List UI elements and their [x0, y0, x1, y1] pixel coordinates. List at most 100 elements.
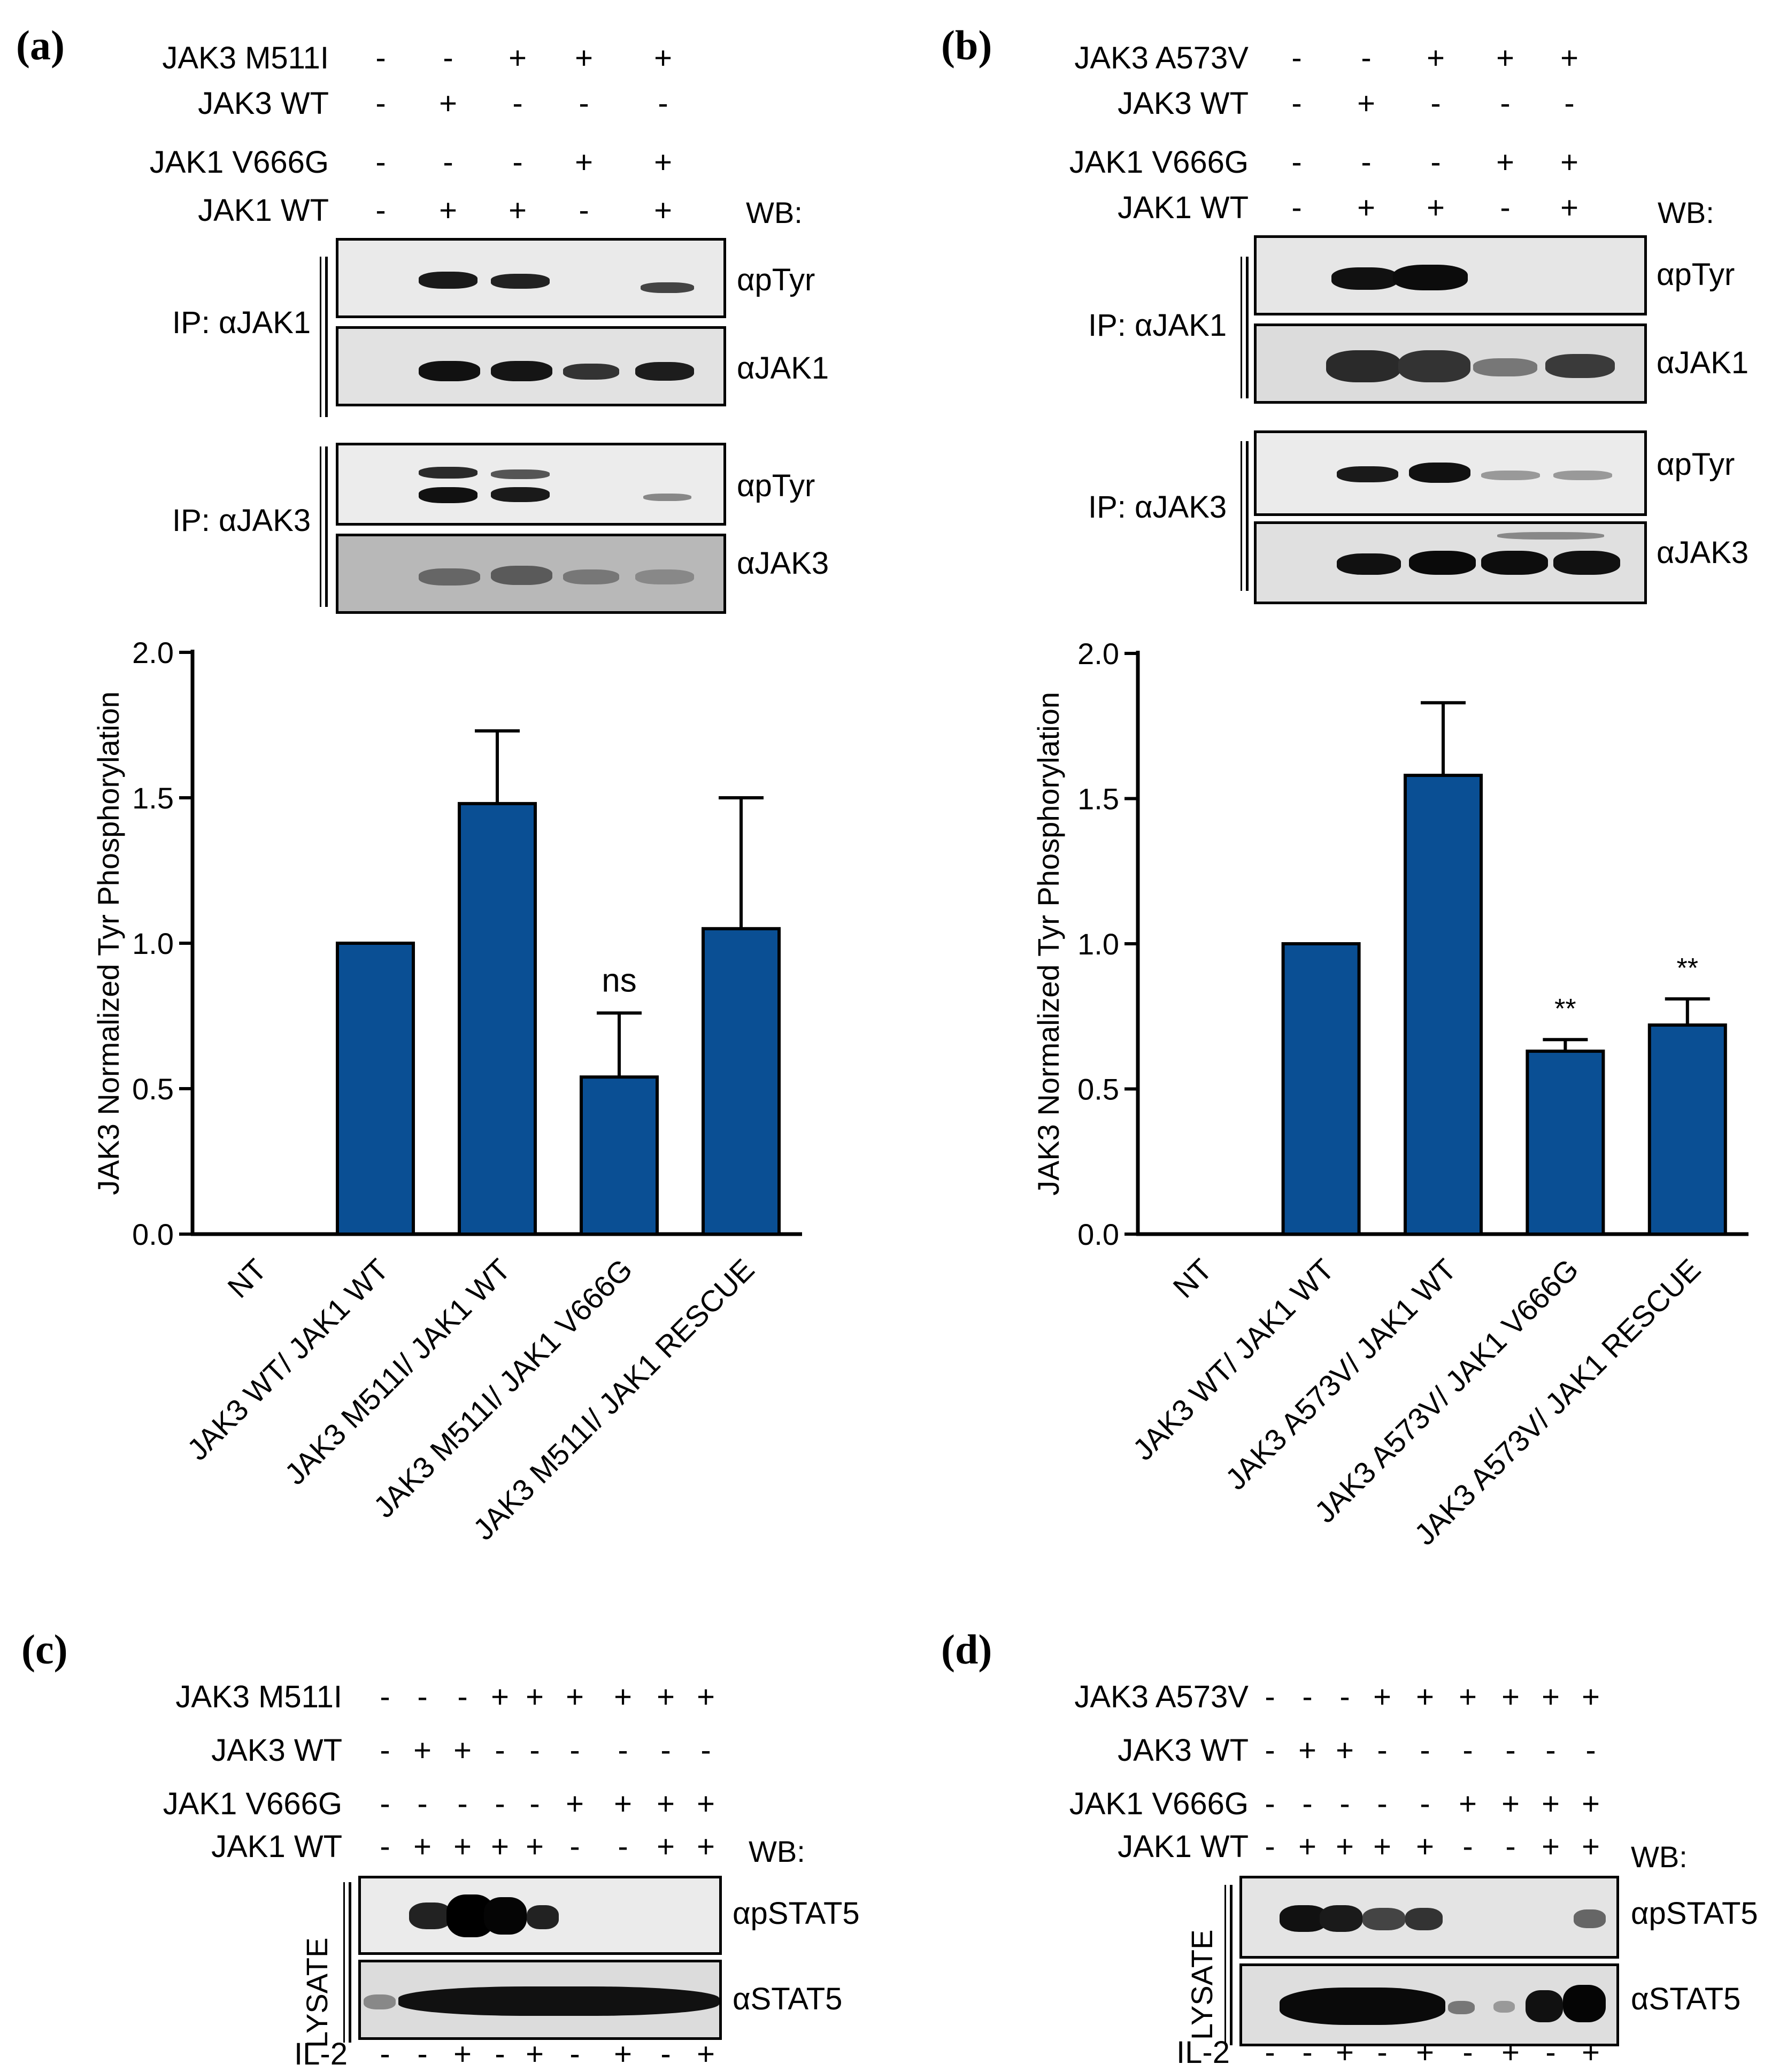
condition-sign: - — [380, 1829, 390, 1864]
condition-row-label: JAK1 V666G — [1069, 145, 1249, 180]
condition-sign: - — [569, 1733, 580, 1768]
x-tick-label: JAK3 WT/ JAK1 WT — [181, 1252, 395, 1467]
panel-label-b: (b) — [941, 22, 992, 68]
condition-sign: + — [1373, 1680, 1391, 1714]
ip-label-jak3-b: IP: αJAK3 — [1088, 490, 1227, 525]
condition-sign: + — [413, 1733, 432, 1768]
y-tick-label: 1.5 — [1077, 782, 1119, 816]
blot-a-jak3 — [336, 534, 726, 614]
blot-b-ptyr-1 — [1254, 235, 1647, 315]
il2-sign: - — [660, 2037, 671, 2071]
condition-sign: - — [1265, 1733, 1275, 1768]
condition-sign: + — [697, 1680, 715, 1714]
condition-sign: - — [1361, 41, 1372, 75]
y-tick-label: 0.5 — [1077, 1073, 1119, 1106]
il2-label-d: IL-2 — [1176, 2035, 1230, 2070]
panel-label-a: (a) — [16, 22, 65, 68]
y-tick-label: 2.0 — [1077, 637, 1119, 671]
bar — [1647, 1023, 1727, 1236]
condition-sign: - — [569, 1829, 580, 1864]
condition-row-label: JAK1 WT — [1118, 190, 1249, 225]
condition-row-label: JAK3 WT — [1118, 86, 1249, 121]
condition-sign: + — [566, 1786, 584, 1821]
condition-sign: - — [658, 86, 668, 121]
ip-bracket-jak3-a — [325, 446, 328, 607]
blot-d-pstat5 — [1239, 1876, 1619, 1959]
y-tick-label: 2.0 — [132, 636, 174, 669]
condition-sign: + — [439, 86, 457, 121]
blot-b-jak1 — [1254, 323, 1647, 404]
y-tick-label: 1.0 — [1077, 927, 1119, 961]
panel-label-d: (d) — [941, 1626, 992, 1673]
condition-sign: - — [380, 1680, 390, 1714]
condition-sign: + — [509, 193, 527, 228]
condition-sign: + — [1542, 1680, 1560, 1714]
antibody-label-b-2: αJAK1 — [1657, 345, 1749, 380]
bar — [1526, 1049, 1605, 1236]
il2-sign: - — [417, 2037, 428, 2071]
y-tick-label: 0.0 — [1077, 1218, 1119, 1251]
x-tick-label: JAK3 WT/ JAK1 WT — [1126, 1252, 1341, 1467]
bar — [702, 927, 781, 1236]
lysate-label-d: LYSATE — [1184, 1930, 1219, 2040]
condition-sign: - — [1291, 190, 1302, 225]
condition-row-label: JAK1 V666G — [1069, 1786, 1249, 1821]
condition-sign: - — [1545, 1733, 1556, 1768]
x-tick-label: JAK3 M511I/ JAK1 V666G — [367, 1252, 638, 1524]
bar — [458, 802, 537, 1236]
ip-bracket-jak3-b — [1246, 441, 1249, 591]
condition-sign: - — [1500, 190, 1511, 225]
condition-sign: - — [579, 193, 589, 228]
condition-sign: - — [495, 1733, 505, 1768]
condition-sign: + — [654, 193, 672, 228]
condition-sign: - — [1564, 86, 1575, 121]
il2-sign: - — [569, 2037, 580, 2071]
x-tick-label: JAK3 M511I/ JAK1 WT — [278, 1252, 517, 1491]
condition-sign: - — [1505, 1733, 1516, 1768]
condition-sign: - — [1291, 145, 1302, 180]
condition-sign: - — [1291, 41, 1302, 75]
blot-c-pstat5 — [358, 1876, 722, 1955]
condition-sign: + — [1542, 1786, 1560, 1821]
blot-a-ptyr-2 — [336, 443, 726, 526]
condition-row-label: JAK1 V666G — [149, 145, 329, 180]
condition-sign: - — [443, 145, 453, 180]
antibody-label-d-2: αSTAT5 — [1631, 1982, 1741, 2016]
lysate-text-d: LYSATE — [1185, 1929, 1219, 2040]
condition-sign: + — [1336, 1733, 1354, 1768]
bar — [336, 942, 415, 1236]
condition-sign: + — [1560, 190, 1578, 225]
wb-label-c: WB: — [749, 1835, 805, 1868]
ip-bracket-jak1-b — [1246, 257, 1249, 398]
condition-sign: + — [491, 1829, 509, 1864]
condition-sign: + — [1582, 1829, 1600, 1864]
condition-sign: - — [1265, 1680, 1275, 1714]
condition-sign: + — [1560, 41, 1578, 75]
condition-sign: - — [1462, 1829, 1473, 1864]
condition-sign: + — [1582, 1680, 1600, 1714]
condition-row-label: JAK3 WT — [211, 1733, 342, 1768]
condition-sign: - — [375, 86, 386, 121]
il2-sign: + — [453, 2037, 472, 2071]
condition-sign: - — [495, 1786, 505, 1821]
il2-sign: - — [1377, 2035, 1388, 2070]
il2-sign: + — [614, 2037, 632, 2071]
condition-sign: - — [1302, 1786, 1313, 1821]
condition-sign: + — [1459, 1680, 1477, 1714]
antibody-label-a-1: αpTyr — [737, 263, 815, 297]
condition-sign: + — [1496, 145, 1514, 180]
condition-sign: - — [1291, 86, 1302, 121]
condition-sign: - — [618, 1733, 628, 1768]
condition-sign: - — [618, 1829, 628, 1864]
condition-sign: - — [1339, 1786, 1350, 1821]
condition-sign: - — [1377, 1786, 1388, 1821]
il2-sign: - — [1302, 2035, 1313, 2070]
il2-sign: - — [1462, 2035, 1473, 2070]
condition-row-label: JAK3 WT — [1118, 1733, 1249, 1768]
condition-row-label: JAK1 WT — [1118, 1829, 1249, 1864]
x-tick-label: NT — [1166, 1252, 1218, 1304]
condition-sign: + — [575, 145, 593, 180]
condition-row-label: JAK1 WT — [198, 193, 329, 228]
condition-sign: - — [1420, 1786, 1430, 1821]
